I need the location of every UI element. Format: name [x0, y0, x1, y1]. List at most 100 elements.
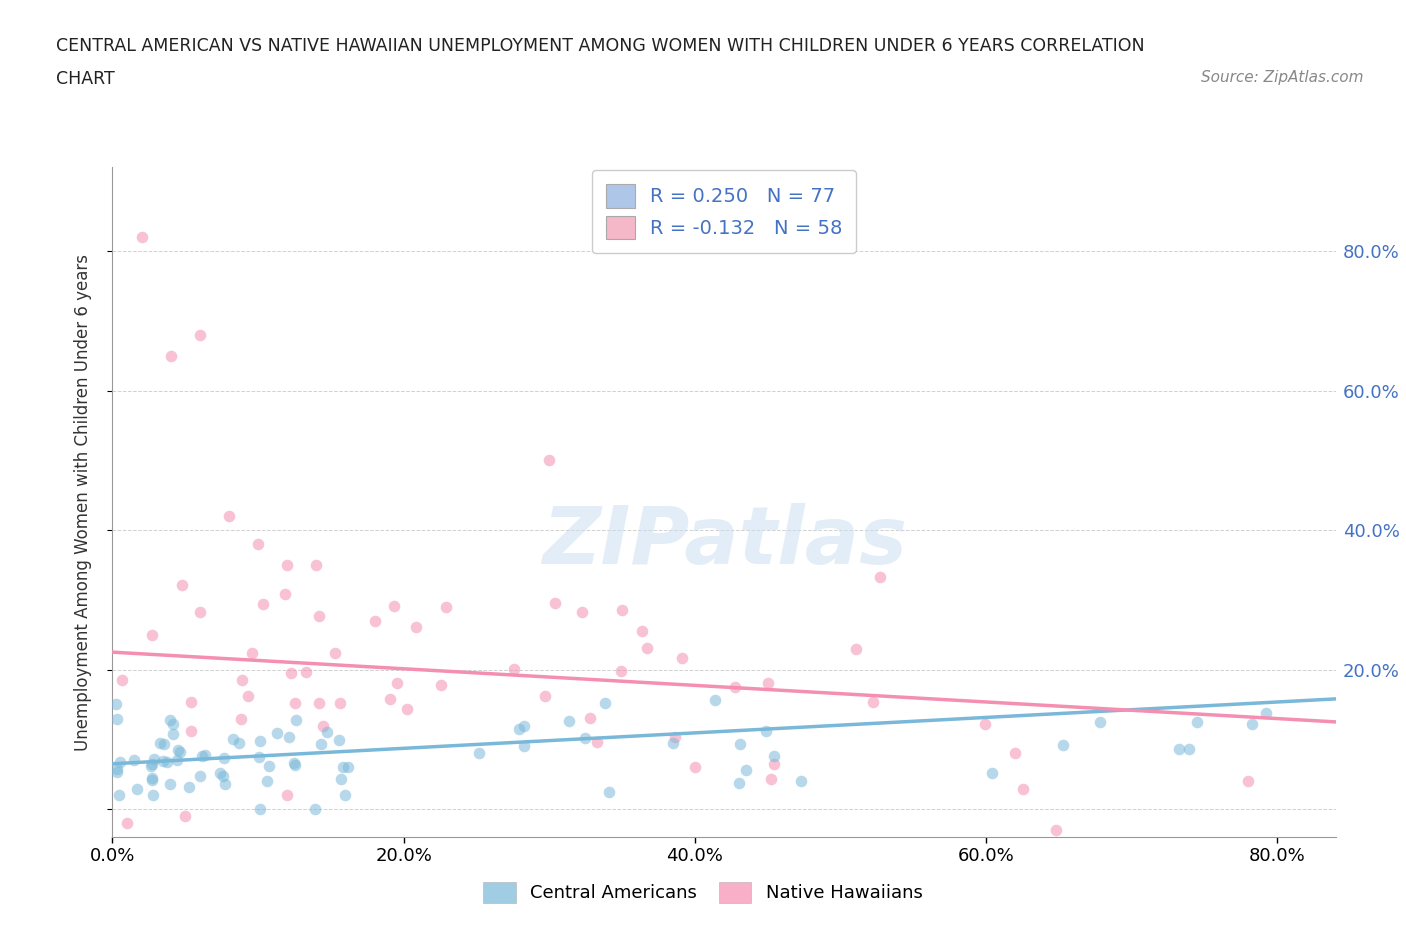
Point: [131, 230, 153, 245]
Point: [333, 788, 356, 803]
Point: [274, 587, 297, 602]
Point: [194, 748, 217, 763]
Point: [759, 772, 782, 787]
Point: [503, 661, 526, 676]
Point: [631, 623, 654, 638]
Point: [125, 781, 148, 796]
Point: [280, 665, 302, 680]
Point: [396, 702, 419, 717]
Point: [1241, 716, 1264, 731]
Point: [228, 735, 250, 750]
Point: [315, 724, 337, 739]
Point: [208, 765, 231, 780]
Point: [162, 716, 184, 731]
Point: [283, 755, 305, 770]
Point: [513, 718, 536, 733]
Point: [1011, 781, 1033, 796]
Point: [790, 774, 813, 789]
Point: [284, 696, 307, 711]
Point: [1254, 705, 1277, 720]
Point: [1004, 746, 1026, 761]
Point: [276, 558, 298, 573]
Point: [1045, 823, 1067, 838]
Point: [593, 696, 616, 711]
Text: CHART: CHART: [56, 70, 115, 87]
Point: [104, 697, 127, 711]
Point: [212, 768, 235, 783]
Point: [108, 788, 131, 803]
Point: [974, 716, 997, 731]
Point: [671, 651, 693, 666]
Point: [115, 816, 138, 830]
Point: [311, 737, 333, 751]
Text: CENTRAL AMERICAN VS NATIVE HAWAIIAN UNEMPLOYMENT AMONG WOMEN WITH CHILDREN UNDER: CENTRAL AMERICAN VS NATIVE HAWAIIAN UNEM…: [56, 37, 1144, 55]
Point: [277, 730, 299, 745]
Point: [141, 756, 163, 771]
Point: [382, 598, 405, 613]
Point: [1185, 714, 1208, 729]
Point: [159, 712, 181, 727]
Point: [1088, 714, 1111, 729]
Point: [159, 349, 181, 364]
Point: [152, 753, 174, 768]
Point: [162, 726, 184, 741]
Point: [105, 762, 128, 777]
Point: [305, 558, 328, 573]
Point: [304, 802, 326, 817]
Point: [636, 641, 658, 656]
Point: [558, 713, 581, 728]
Point: [169, 745, 191, 760]
Point: [571, 604, 593, 619]
Point: [308, 696, 330, 711]
Point: [141, 773, 163, 788]
Point: [276, 788, 298, 803]
Point: [266, 725, 288, 740]
Point: [845, 642, 868, 657]
Point: [141, 628, 163, 643]
Legend: Central Americans, Native Hawaiians: Central Americans, Native Hawaiians: [474, 872, 932, 911]
Point: [664, 729, 686, 744]
Point: [188, 768, 211, 783]
Point: [229, 711, 252, 726]
Text: ZIPatlas: ZIPatlas: [541, 503, 907, 581]
Point: [378, 692, 401, 707]
Point: [249, 733, 271, 748]
Point: [755, 724, 778, 738]
Point: [312, 719, 335, 734]
Point: [231, 672, 253, 687]
Point: [579, 711, 602, 725]
Point: [735, 763, 758, 777]
Point: [252, 596, 274, 611]
Point: [167, 742, 190, 757]
Point: [222, 732, 245, 747]
Point: [762, 756, 785, 771]
Point: [247, 537, 270, 551]
Point: [141, 758, 163, 773]
Point: [259, 758, 281, 773]
Point: [728, 737, 751, 751]
Point: [1237, 774, 1260, 789]
Point: [180, 724, 202, 738]
Point: [122, 753, 145, 768]
Point: [188, 327, 211, 342]
Point: [538, 453, 561, 468]
Point: [142, 752, 165, 767]
Point: [174, 809, 197, 824]
Point: [513, 738, 536, 753]
Point: [191, 749, 214, 764]
Point: [363, 614, 385, 629]
Point: [156, 754, 179, 769]
Point: [105, 711, 128, 726]
Point: [105, 764, 128, 779]
Point: [758, 676, 780, 691]
Point: [1167, 741, 1189, 756]
Point: [610, 603, 633, 618]
Point: [544, 596, 567, 611]
Point: [574, 730, 596, 745]
Point: [172, 578, 194, 592]
Point: [149, 736, 172, 751]
Point: [247, 750, 270, 764]
Point: [152, 737, 174, 751]
Point: [256, 774, 278, 789]
Point: [1052, 737, 1074, 752]
